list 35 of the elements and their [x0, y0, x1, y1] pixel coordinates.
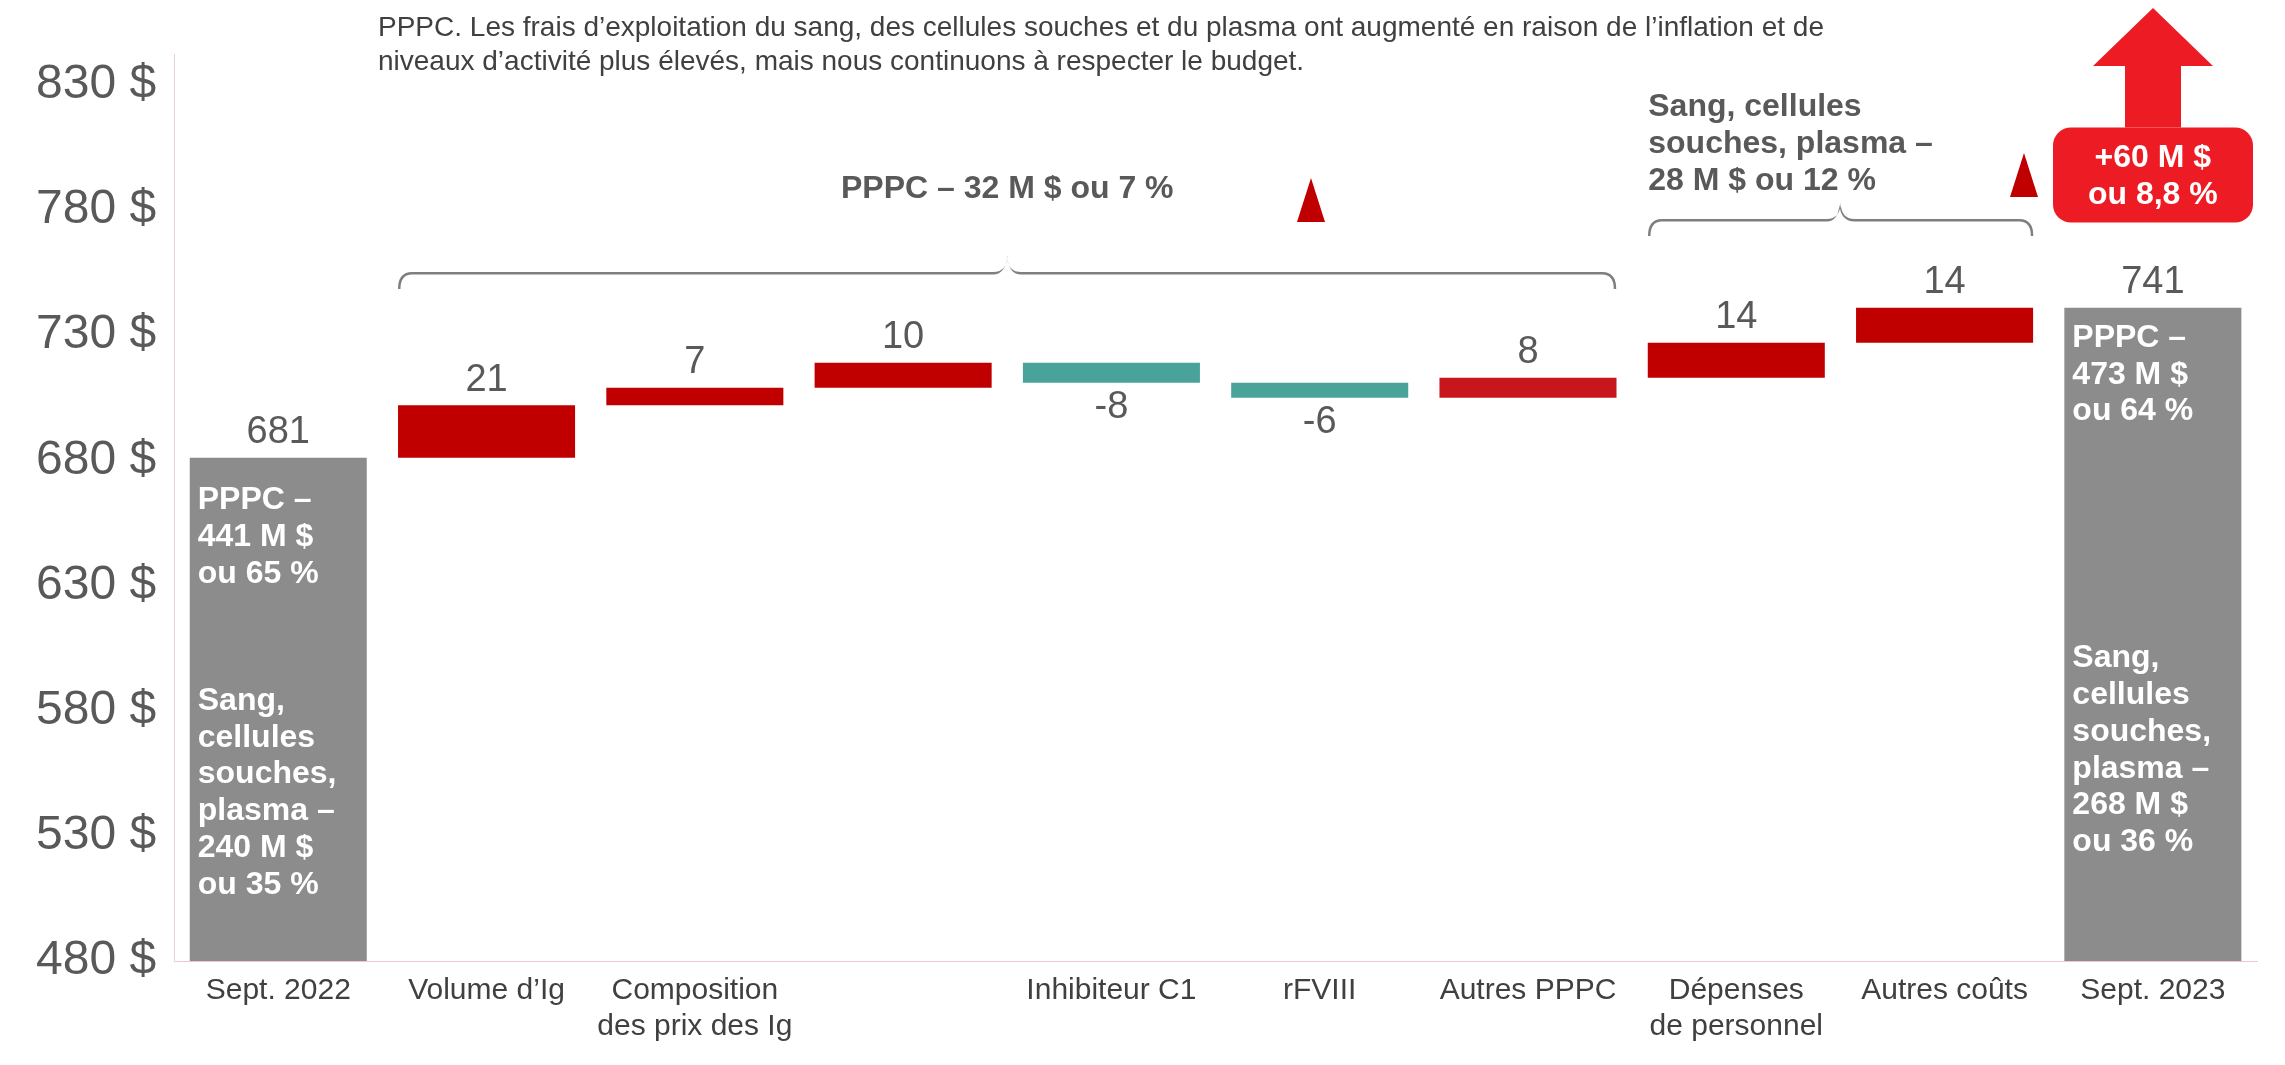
y-tick-label: 830 $ [35, 55, 157, 109]
data-label: 14 [1715, 294, 1758, 337]
x-tick-label: Inhibiteur C1 [1026, 972, 1197, 1006]
annotation: Sang, cellules souches, plasma – 240 M $ ou 35 % [197, 680, 338, 902]
y-tick-label: 480 $ [35, 931, 157, 985]
data-label: -6 [1302, 399, 1337, 442]
x-tick-label: Autres coûts [1861, 972, 2028, 1006]
data-label: 10 [881, 314, 925, 357]
annotation: PPPC – 32 M $ ou 7 % [840, 169, 1175, 206]
data-label: 7 [684, 339, 706, 382]
annotation: PPPC – 473 M $ ou 64 % [2072, 317, 2195, 428]
annotation: Sang, cellules souches, plasma – 28 M $ ou 12 % [1648, 87, 1934, 198]
y-tick-label: 680 $ [35, 430, 157, 484]
annotation: +60 M $ ou 8,8 % [2086, 138, 2219, 212]
y-tick-label: 530 $ [35, 806, 157, 860]
y-tick-label: 780 $ [35, 180, 157, 234]
data-label: 21 [465, 356, 508, 399]
data-label: 8 [1517, 329, 1539, 372]
data-label: -8 [1094, 384, 1129, 427]
data-label: 681 [246, 409, 310, 452]
x-tick-label: Volume d’Ig [408, 972, 565, 1006]
data-label: 14 [1923, 259, 1966, 302]
x-tick-label: Composition des prix des Ig [597, 972, 793, 1042]
y-tick-label: 630 $ [35, 555, 157, 609]
y-tick-label: 580 $ [35, 680, 157, 734]
y-tick-label: 730 $ [35, 305, 157, 359]
annotation: PPPC – 441 M $ ou 65 % [197, 480, 320, 591]
x-tick-label: rFVIII [1283, 972, 1357, 1006]
x-tick-label: Sept. 2022 [205, 972, 351, 1006]
x-tick-label: Sept. 2023 [2080, 972, 2226, 1006]
annotation: Sang, cellules souches, plasma – 268 M $ ou 36 % [2072, 637, 2213, 859]
chart-subtitle: PPPC. Les frais d’exploitation du sang, des cellules souches et du plasma ont augmenté en raison de l’inflation et de niveaux d’activité plus élevés, mais nous continuons à respecter le budget. [378, 10, 1825, 78]
x-tick-label: Autres PPPC [1439, 972, 1617, 1006]
x-tick-label: Dépenses de personnel [1649, 972, 1824, 1042]
data-label: 741 [2121, 259, 2185, 302]
